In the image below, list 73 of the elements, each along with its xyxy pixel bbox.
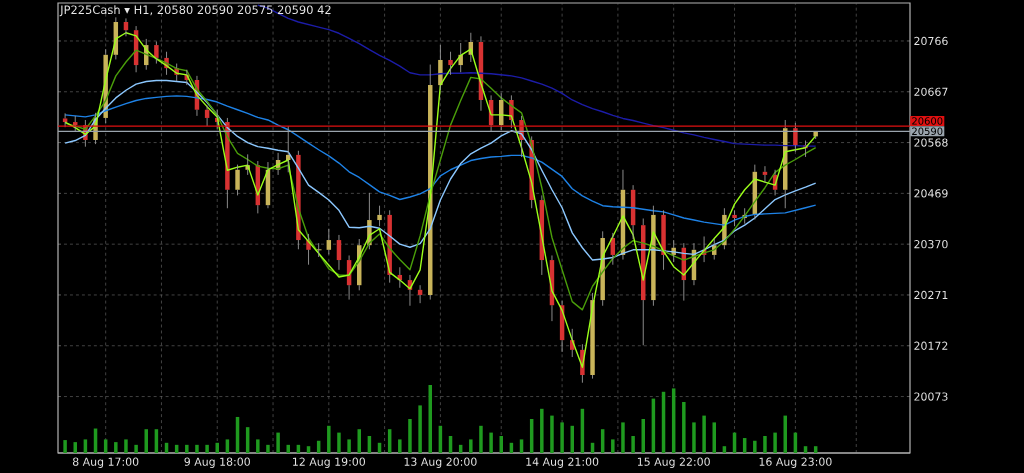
x-tick-label: 14 Aug 21:00: [526, 457, 599, 468]
bar: [692, 422, 696, 453]
candlestick: [590, 292, 595, 380]
candlestick: [793, 122, 798, 153]
y-tick-label: 20667: [914, 87, 948, 96]
bar: [63, 440, 67, 453]
bar: [611, 439, 615, 453]
bar: [479, 425, 483, 453]
bar: [276, 432, 280, 453]
bar: [337, 432, 341, 453]
candlestick: [336, 234, 342, 271]
bar: [347, 439, 351, 453]
y-tick-label: 20073: [914, 392, 948, 401]
bar: [185, 444, 189, 453]
bar: [469, 439, 473, 453]
bar: [682, 402, 686, 453]
candlestick: [62, 112, 68, 128]
bar: [499, 436, 503, 453]
bar: [702, 415, 706, 453]
bar: [134, 444, 138, 453]
bar: [570, 425, 574, 453]
bar: [114, 442, 118, 453]
candlestick: [448, 51, 453, 76]
y-tick-label: 20271: [914, 290, 948, 300]
candlestick: [458, 42, 463, 73]
bar: [783, 415, 787, 453]
x-tick-label: 9 Aug 18:00: [184, 457, 250, 468]
candlestick: [661, 209, 666, 271]
candlestick: [326, 228, 332, 255]
bar: [286, 444, 290, 453]
bar: [631, 436, 635, 453]
bar: [560, 422, 564, 453]
bar: [773, 432, 777, 453]
bar: [641, 419, 645, 453]
bar: [398, 439, 402, 453]
bar: [144, 429, 148, 453]
bar: [256, 439, 260, 453]
x-tick-label: 8 Aug 17:00: [72, 457, 139, 468]
bar: [266, 444, 270, 453]
x-tick-label: 12 Aug 19:00: [293, 457, 366, 468]
x-tick-label: 15 Aug 22:00: [637, 457, 710, 468]
bar: [489, 432, 493, 453]
bar: [540, 408, 544, 453]
bar: [712, 422, 716, 453]
y-tick-label: 20766: [914, 36, 948, 46]
bar: [124, 439, 128, 453]
bar: [205, 444, 209, 453]
bar: [621, 422, 625, 453]
chart-title: JP225Cash ▾ H1, 20580 20590 20575 20590 42: [59, 5, 331, 17]
bar: [418, 405, 422, 453]
y-tick-label: 20172: [914, 341, 948, 350]
ref-line-label: 20590: [912, 127, 943, 136]
bar: [73, 442, 77, 453]
x-tick-label: 13 Aug 20:00: [404, 457, 477, 468]
y-tick-label: 20370: [914, 240, 948, 249]
ref-line-label: 20600: [912, 117, 943, 125]
bar: [408, 419, 412, 453]
bar: [763, 436, 767, 453]
y-tick-label: 20469: [914, 189, 948, 198]
bar: [357, 429, 361, 453]
bar: [215, 442, 219, 453]
candlestick: [732, 209, 737, 227]
x-tick-label: 16 Aug 23:00: [759, 457, 832, 468]
candlestick: [651, 205, 656, 307]
bar: [753, 440, 757, 453]
candlestick: [235, 164, 240, 196]
bar: [550, 415, 554, 453]
bar: [428, 385, 432, 453]
bar: [327, 425, 331, 453]
bar: [195, 444, 199, 453]
y-tick-label: 20568: [914, 138, 948, 147]
candlestick: [154, 41, 159, 64]
candlestick: [377, 205, 382, 227]
